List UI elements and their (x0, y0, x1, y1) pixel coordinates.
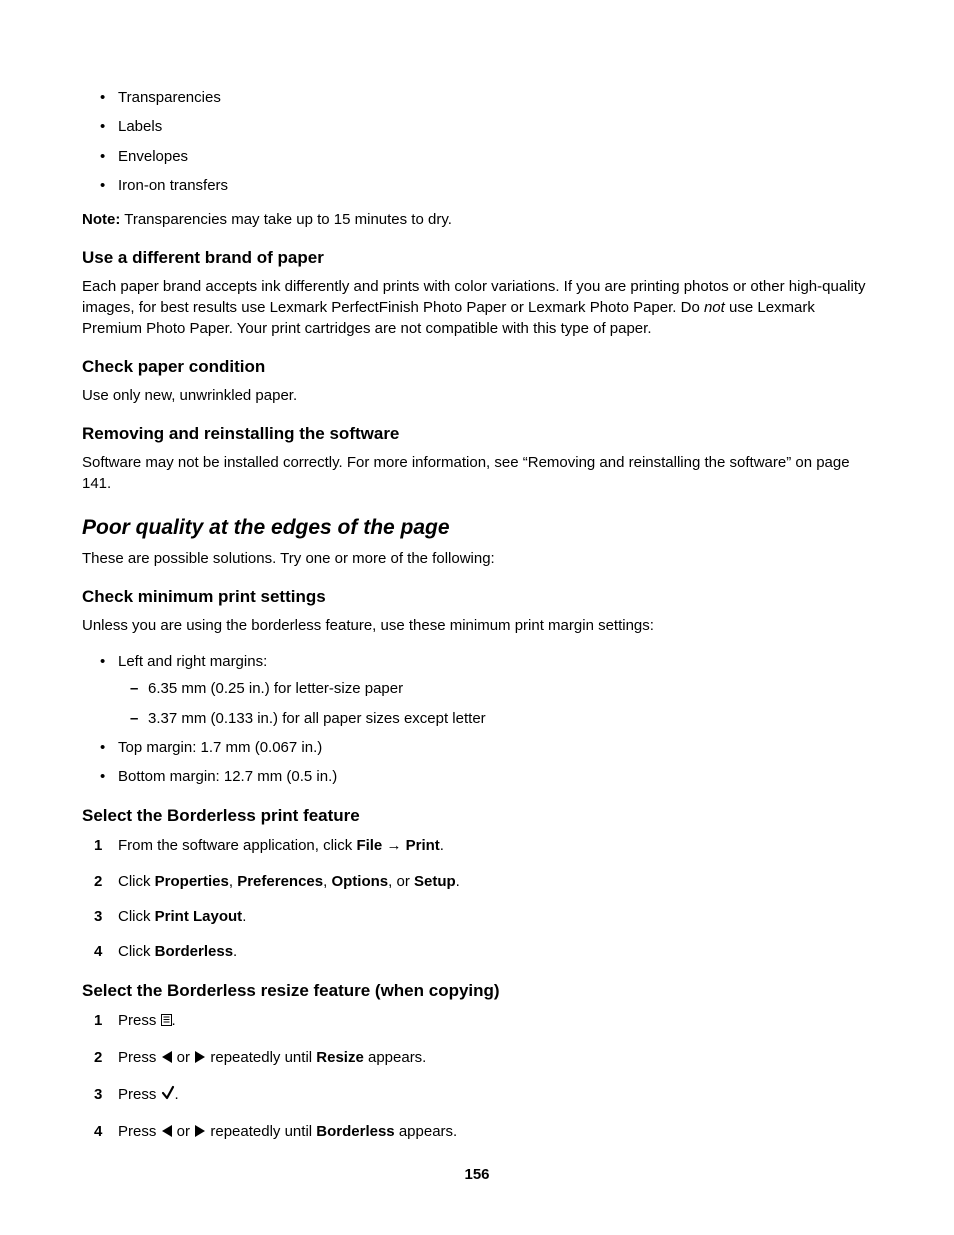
ui-label: File (356, 837, 382, 854)
left-arrow-icon (161, 1122, 173, 1145)
step: Press . (118, 1009, 872, 1033)
text: . (172, 1012, 176, 1029)
heading-brand: Use a different brand of paper (82, 248, 872, 268)
ui-label: Options (331, 873, 388, 890)
edges-intro: These are possible solutions. Try one or… (82, 548, 872, 569)
note-label: Note: (82, 211, 120, 228)
text: Press (118, 1086, 161, 1103)
ui-label: Resize (316, 1049, 364, 1066)
list-item: Labels (118, 115, 872, 138)
borderless-steps: From the software application, click Fil… (82, 834, 872, 963)
text: or (173, 1123, 195, 1140)
reinstall-text: Software may not be installed correctly.… (82, 452, 872, 494)
text: , (229, 873, 237, 890)
ui-label: Print Layout (155, 908, 243, 925)
arrow-text: → (382, 837, 405, 854)
page-number: 156 (0, 1166, 954, 1183)
text: From the software application, click (118, 837, 356, 854)
ui-label: Borderless (316, 1123, 394, 1140)
left-arrow-icon (161, 1048, 173, 1071)
list-item: Envelopes (118, 145, 872, 168)
list-item: Left and right margins: 6.35 mm (0.25 in… (118, 650, 872, 730)
ui-label: Print (406, 837, 440, 854)
ui-label: Setup (414, 873, 456, 890)
right-arrow-icon (194, 1122, 206, 1145)
text: Click (118, 873, 155, 890)
ui-label: Borderless (155, 943, 233, 960)
emphasis-not: not (704, 299, 725, 316)
text: Press (118, 1012, 161, 1029)
menu-icon (161, 1010, 172, 1033)
min-intro: Unless you are using the borderless feat… (82, 615, 872, 636)
ui-label: Properties (155, 873, 229, 890)
text: . (175, 1086, 179, 1103)
text: Press (118, 1123, 161, 1140)
step: Press . (118, 1083, 872, 1108)
step: Click Print Layout. (118, 905, 872, 928)
step: Click Properties, Preferences, Options, … (118, 870, 872, 893)
text: repeatedly until (206, 1049, 316, 1066)
step: From the software application, click Fil… (118, 834, 872, 857)
list-item: Top margin: 1.7 mm (0.067 in.) (118, 736, 872, 759)
heading-condition: Check paper condition (82, 357, 872, 377)
text: Click (118, 943, 155, 960)
section-title-edges: Poor quality at the edges of the page (82, 516, 872, 540)
step: Click Borderless. (118, 940, 872, 963)
list-item: Bottom margin: 12.7 mm (0.5 in.) (118, 765, 872, 788)
brand-paragraph: Each paper brand accepts ink differently… (82, 276, 872, 339)
text: or (173, 1049, 195, 1066)
heading-resize: Select the Borderless resize feature (wh… (82, 981, 872, 1001)
text: Click (118, 908, 155, 925)
text: . (440, 837, 444, 854)
text: . (242, 908, 246, 925)
text: , or (388, 873, 414, 890)
heading-min: Check minimum print settings (82, 587, 872, 607)
list-item: 3.37 mm (0.133 in.) for all paper sizes … (148, 707, 872, 730)
text: Press (118, 1049, 161, 1066)
step: Press or repeatedly until Borderless app… (118, 1120, 872, 1145)
list-item: Transparencies (118, 86, 872, 109)
note-paragraph: Note: Transparencies may take up to 15 m… (82, 209, 872, 230)
note-text: Transparencies may take up to 15 minutes… (120, 211, 452, 228)
text: . (456, 873, 460, 890)
margins-list: Left and right margins: 6.35 mm (0.25 in… (82, 650, 872, 788)
right-arrow-icon (194, 1048, 206, 1071)
heading-borderless: Select the Borderless print feature (82, 806, 872, 826)
ui-label: Preferences (237, 873, 323, 890)
condition-text: Use only new, unwrinkled paper. (82, 385, 872, 406)
text: appears. (395, 1123, 458, 1140)
text: Left and right margins: (118, 653, 267, 670)
lr-sublist: 6.35 mm (0.25 in.) for letter-size paper… (118, 677, 872, 730)
text: repeatedly until (206, 1123, 316, 1140)
resize-steps: Press . Press or repeatedly until Resize… (82, 1009, 872, 1145)
text: . (233, 943, 237, 960)
list-item: Iron-on transfers (118, 174, 872, 197)
step: Press or repeatedly until Resize appears… (118, 1046, 872, 1071)
list-item: 6.35 mm (0.25 in.) for letter-size paper (148, 677, 872, 700)
text: appears. (364, 1049, 427, 1066)
document-page: Transparencies Labels Envelopes Iron-on … (0, 0, 954, 1235)
heading-reinstall: Removing and reinstalling the software (82, 424, 872, 444)
check-icon (161, 1085, 175, 1108)
media-types-list: Transparencies Labels Envelopes Iron-on … (82, 86, 872, 197)
